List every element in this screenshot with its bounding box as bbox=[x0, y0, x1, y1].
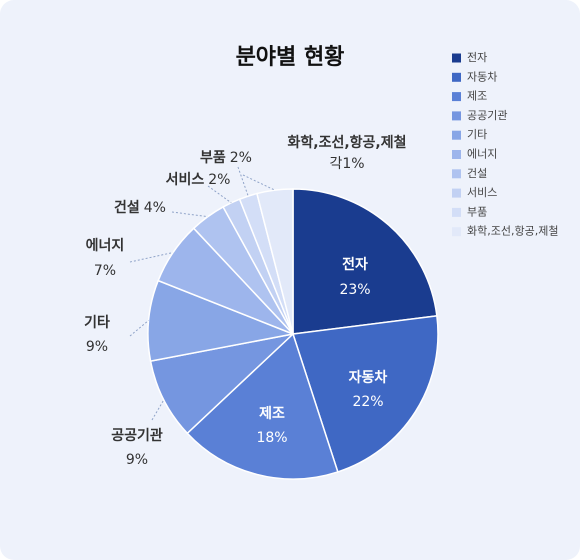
slice-value: 9% bbox=[86, 339, 108, 355]
slice-value: 2% bbox=[230, 150, 252, 166]
slice-name: 에너지 bbox=[86, 238, 125, 254]
legend-label: 건설 bbox=[467, 167, 487, 180]
legend-label: 기타 bbox=[467, 128, 487, 141]
legend-swatch bbox=[452, 207, 461, 217]
leader-line bbox=[151, 399, 165, 421]
slice-value: 2% bbox=[208, 172, 230, 188]
leader-line bbox=[242, 174, 276, 191]
pie-slice bbox=[292, 188, 438, 335]
legend-label: 공공기관 bbox=[467, 109, 507, 122]
legend-swatch bbox=[452, 111, 461, 121]
slice-name: 제조 bbox=[259, 406, 285, 422]
legend-label: 부품 bbox=[467, 205, 487, 218]
slice-name: 서비스 bbox=[166, 172, 205, 188]
leader-line bbox=[237, 166, 249, 197]
legend-label: 전자 bbox=[467, 51, 487, 64]
legend-swatch bbox=[452, 72, 461, 82]
slice-name: 자동차 bbox=[349, 370, 388, 386]
legend-swatch bbox=[452, 53, 461, 63]
legend-label: 제조 bbox=[467, 90, 487, 103]
leader-line bbox=[207, 185, 232, 204]
slice-name: 기타 bbox=[84, 315, 110, 331]
legend-label: 자동차 bbox=[467, 70, 497, 83]
legend-label: 화학,조선,항공,제철 bbox=[467, 225, 558, 238]
slice-value: 23% bbox=[339, 282, 370, 298]
chart-title: 분야별 현황 bbox=[236, 45, 345, 70]
pie-slice bbox=[292, 314, 439, 473]
slice-value: 18% bbox=[256, 430, 287, 446]
slice-label: 서비스 2% bbox=[166, 172, 231, 188]
slice-name: 건설 bbox=[114, 199, 140, 216]
slice-value: 각1% bbox=[329, 156, 365, 172]
slice-name: 화학,조선,항공,제철 bbox=[287, 135, 407, 151]
slice-label: 건설 4% bbox=[114, 199, 166, 216]
slice-label: 화학,조선,항공,제철 각1% bbox=[282, 133, 412, 175]
pie-slice bbox=[149, 332, 296, 435]
slice-name: 전자 bbox=[342, 256, 368, 273]
slice-value: 4% bbox=[144, 200, 166, 216]
legend-label: 서비스 bbox=[467, 186, 497, 199]
slice-name: 부품 bbox=[200, 150, 226, 166]
pie-slice bbox=[147, 279, 296, 363]
leader-line bbox=[129, 252, 174, 263]
legend-swatch bbox=[452, 227, 461, 237]
slice-value: 7% bbox=[94, 263, 116, 279]
slice-value: 9% bbox=[126, 452, 148, 468]
legend-swatch bbox=[452, 92, 461, 102]
legend-swatch bbox=[452, 130, 461, 140]
legend-swatch bbox=[452, 150, 461, 159]
slice-label: 부품 2% bbox=[200, 150, 252, 166]
slice-name: 공공기관 bbox=[111, 427, 163, 444]
legend-swatch bbox=[452, 169, 461, 179]
leader-line bbox=[171, 211, 208, 218]
leader-line bbox=[129, 319, 149, 337]
pie-slice bbox=[186, 332, 339, 480]
slice-value: 22% bbox=[352, 394, 383, 410]
legend-swatch bbox=[452, 188, 461, 198]
legend-label: 에너지 bbox=[467, 148, 497, 161]
pie-slice bbox=[256, 188, 294, 335]
